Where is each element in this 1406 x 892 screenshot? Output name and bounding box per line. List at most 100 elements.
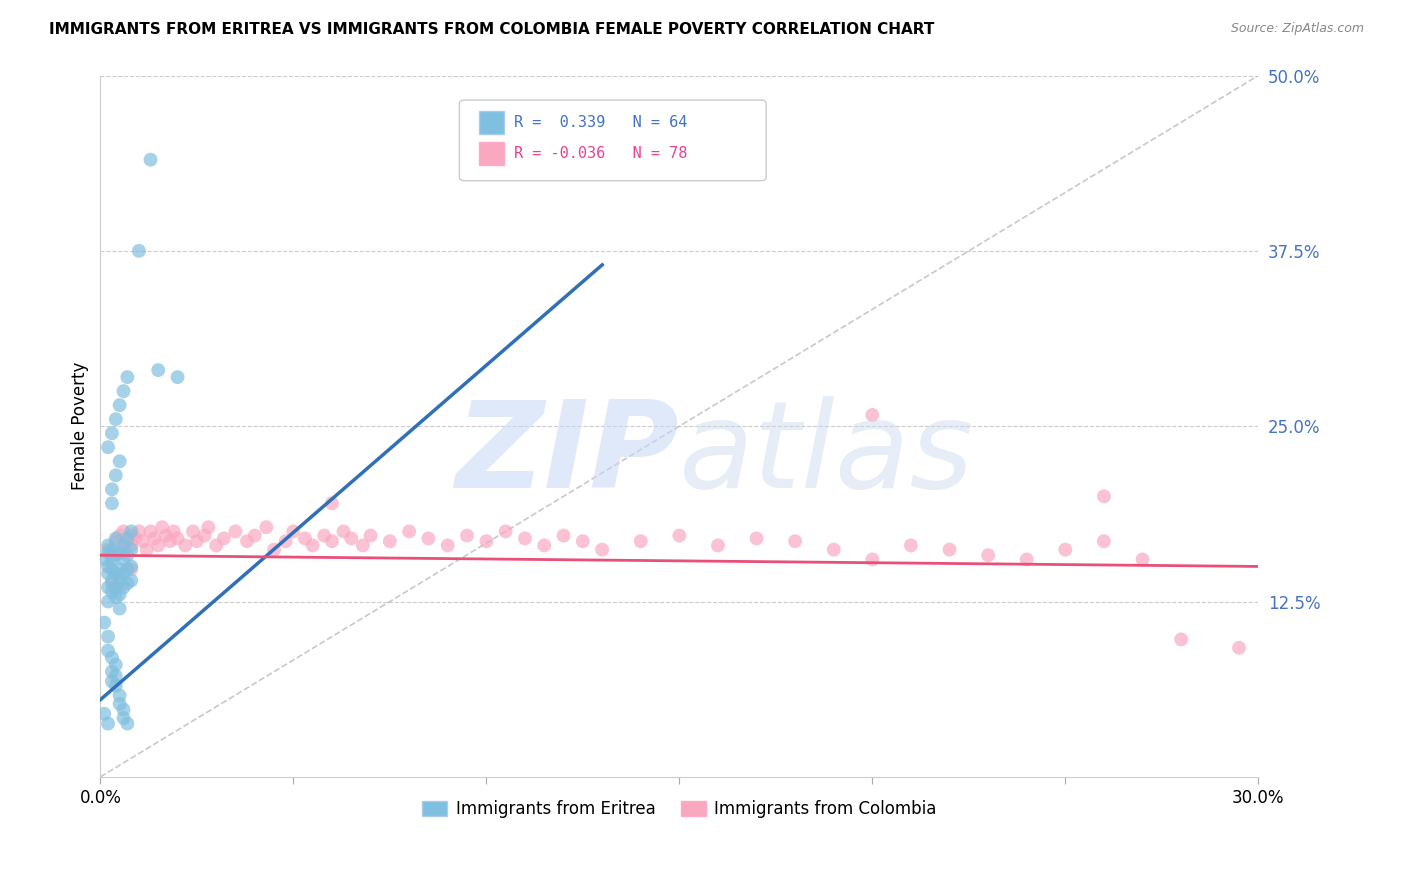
Point	[104, 591, 127, 605]
Point	[186, 534, 208, 549]
Point	[101, 552, 124, 566]
Point	[117, 548, 139, 562]
Point	[283, 524, 305, 539]
Point	[104, 468, 127, 483]
Point	[117, 534, 139, 549]
Y-axis label: Female Poverty: Female Poverty	[72, 362, 89, 491]
Point	[132, 534, 155, 549]
Point	[97, 594, 120, 608]
Point	[97, 716, 120, 731]
Point	[101, 548, 124, 562]
Point	[101, 574, 124, 588]
Point	[860, 552, 883, 566]
Point	[135, 542, 157, 557]
Point	[900, 538, 922, 552]
Point	[97, 542, 120, 557]
Point	[112, 524, 135, 539]
Point	[707, 538, 730, 552]
Point	[93, 552, 115, 566]
Point	[108, 454, 131, 468]
Point	[101, 674, 124, 689]
Point	[1015, 552, 1038, 566]
Point	[1092, 534, 1115, 549]
Point	[93, 706, 115, 721]
Point	[108, 545, 131, 559]
Point	[112, 566, 135, 581]
Point	[112, 581, 135, 595]
Point	[1092, 489, 1115, 503]
Point	[108, 571, 131, 585]
Point	[630, 534, 652, 549]
Point	[212, 532, 235, 546]
Point	[533, 538, 555, 552]
Point	[97, 545, 120, 559]
Point	[139, 524, 162, 539]
Point	[112, 542, 135, 557]
Point	[1132, 552, 1154, 566]
Point	[128, 524, 150, 539]
Point	[143, 532, 166, 546]
Point	[108, 562, 131, 576]
Point	[174, 538, 197, 552]
Point	[181, 524, 204, 539]
Point	[112, 711, 135, 725]
Point	[1054, 542, 1077, 557]
Point	[101, 650, 124, 665]
Point	[314, 528, 336, 542]
Point	[197, 520, 219, 534]
Point	[572, 534, 595, 549]
Point	[124, 532, 146, 546]
Point	[340, 532, 363, 546]
Point	[97, 630, 120, 644]
Point	[101, 542, 124, 557]
Point	[120, 574, 142, 588]
Point	[1170, 632, 1192, 647]
Point	[97, 643, 120, 657]
Point	[108, 574, 131, 588]
Point	[591, 542, 613, 557]
Point	[823, 542, 845, 557]
Point	[117, 716, 139, 731]
Point	[104, 548, 127, 562]
Point	[104, 566, 127, 581]
Point	[117, 532, 139, 546]
Point	[93, 615, 115, 630]
Point	[101, 496, 124, 510]
Text: Source: ZipAtlas.com: Source: ZipAtlas.com	[1230, 22, 1364, 36]
Point	[360, 528, 382, 542]
Point	[128, 244, 150, 258]
Point	[668, 528, 690, 542]
Point	[236, 534, 259, 549]
Point	[104, 532, 127, 546]
Point	[97, 566, 120, 581]
Text: atlas: atlas	[679, 396, 974, 513]
Point	[860, 408, 883, 422]
Point	[97, 440, 120, 454]
Point	[977, 548, 1000, 562]
Point	[436, 538, 458, 552]
Point	[104, 581, 127, 595]
Point	[104, 679, 127, 693]
Point	[418, 532, 440, 546]
Point	[112, 538, 135, 552]
Point	[378, 534, 401, 549]
Point	[745, 532, 768, 546]
Point	[495, 524, 517, 539]
Point	[104, 412, 127, 426]
Point	[148, 363, 170, 377]
Point	[301, 538, 323, 552]
Legend: Immigrants from Eritrea, Immigrants from Colombia: Immigrants from Eritrea, Immigrants from…	[416, 793, 943, 824]
Text: IMMIGRANTS FROM ERITREA VS IMMIGRANTS FROM COLOMBIA FEMALE POVERTY CORRELATION C: IMMIGRANTS FROM ERITREA VS IMMIGRANTS FR…	[49, 22, 935, 37]
Point	[101, 584, 124, 599]
Point	[159, 534, 181, 549]
Point	[148, 538, 170, 552]
FancyBboxPatch shape	[460, 100, 766, 181]
Point	[785, 534, 807, 549]
Point	[166, 370, 188, 384]
Point	[120, 524, 142, 539]
Point	[101, 576, 124, 591]
Bar	[479, 112, 505, 134]
Point	[274, 534, 297, 549]
Point	[1227, 640, 1250, 655]
Point	[120, 528, 142, 542]
